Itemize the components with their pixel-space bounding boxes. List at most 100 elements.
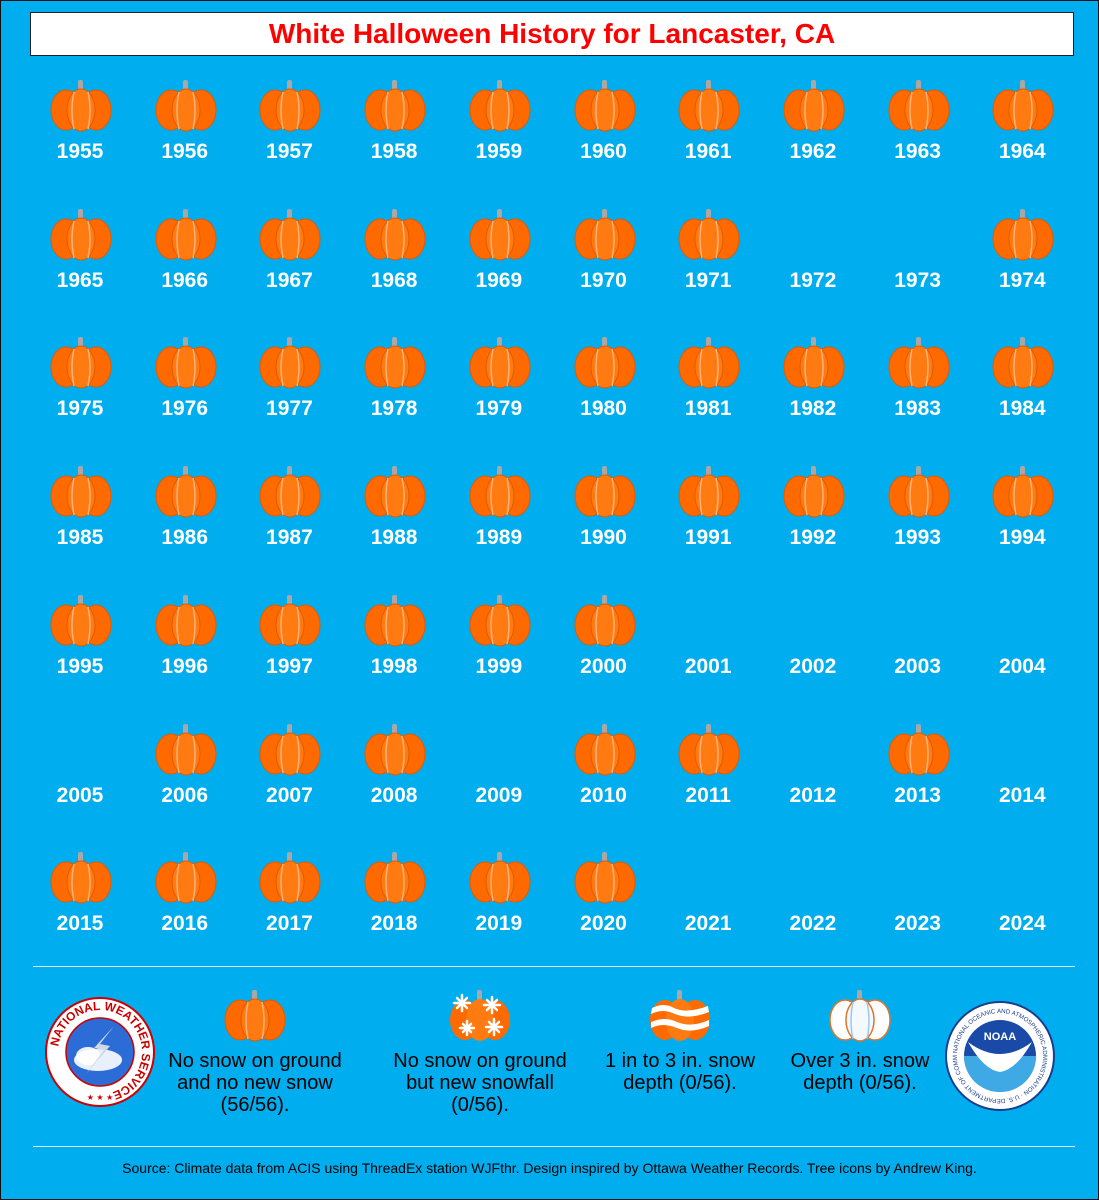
snowflake-pumpkin-icon — [450, 990, 510, 1041]
snow-striped-pumpkin-icon — [650, 990, 710, 1041]
year-label: 1974 — [998, 268, 1046, 292]
year-label: 1961 — [684, 140, 732, 163]
year-label: 1975 — [56, 397, 104, 421]
pumpkin-icon — [50, 594, 112, 647]
year-label: 1957 — [266, 140, 313, 163]
year-cell-1965: 1965 — [27, 205, 133, 334]
year-label: 2011 — [685, 783, 731, 807]
year-label: 1996 — [161, 654, 209, 678]
pumpkin-icon — [783, 466, 845, 518]
year-cell-1980: 1980 — [551, 333, 657, 462]
pumpkin-icon — [574, 852, 635, 904]
year-label: 1956 — [161, 140, 209, 163]
pumpkin-icon — [155, 852, 217, 904]
year-label: 1962 — [789, 140, 837, 163]
year-label: 1987 — [266, 526, 313, 550]
year-cell-1977: 1977 — [236, 333, 342, 462]
pumpkin-icon — [469, 594, 531, 647]
pumpkin-icon — [155, 337, 217, 389]
year-cell-2003: 2003 — [865, 591, 971, 720]
pumpkin-icon — [888, 723, 950, 775]
year-cell-2024: 2024 — [969, 848, 1075, 977]
source-note: Source: Climate data from ACIS using Thr… — [122, 1160, 977, 1176]
pumpkin-icon — [574, 466, 635, 518]
year-label: 1958 — [370, 140, 418, 163]
year-cell-1991: 1991 — [655, 462, 761, 591]
pumpkin-icon — [992, 208, 1054, 261]
year-label: 2009 — [475, 783, 523, 807]
year-cell-1986: 1986 — [132, 462, 238, 591]
year-label: 2024 — [998, 912, 1046, 936]
pumpkin-icon — [888, 466, 950, 518]
year-label: 1989 — [475, 526, 523, 550]
year-cell-1968: 1968 — [341, 205, 447, 334]
svg-text:NOAA: NOAA — [984, 1031, 1016, 1043]
year-label: 1976 — [161, 397, 209, 421]
year-label: 1985 — [56, 526, 104, 550]
pumpkin-icon — [364, 337, 426, 389]
year-label: 1993 — [894, 526, 941, 550]
year-cell-2009: 2009 — [446, 720, 552, 849]
year-label: 1977 — [266, 397, 313, 421]
legend-divider-bottom — [33, 1146, 1075, 1147]
legend-divider-top — [33, 966, 1075, 967]
year-cell-1984: 1984 — [969, 333, 1075, 462]
year-cell-1955: 1955 — [27, 76, 133, 205]
pumpkin-icon — [992, 337, 1054, 389]
year-cell-1979: 1979 — [446, 333, 552, 462]
year-cell-1959: 1959 — [446, 76, 552, 205]
year-cell-2023: 2023 — [865, 848, 971, 977]
year-label: 1970 — [580, 268, 627, 292]
year-label: 2016 — [161, 912, 209, 936]
year-cell-1975: 1975 — [27, 333, 133, 462]
year-cell-2007: 2007 — [236, 720, 342, 849]
year-cell-1971: 1971 — [655, 205, 761, 334]
pumpkin-icon — [364, 852, 426, 904]
year-label: 2021 — [684, 912, 732, 936]
year-cell-1976: 1976 — [132, 333, 238, 462]
year-label: 1998 — [370, 654, 418, 678]
year-label: 1988 — [370, 526, 418, 550]
pumpkin-icon — [50, 466, 112, 518]
year-label: 2003 — [894, 654, 941, 678]
year-cell-1989: 1989 — [446, 462, 552, 591]
year-cell-2021: 2021 — [655, 848, 761, 977]
pumpkin-icon — [678, 337, 740, 389]
year-cell-1963: 1963 — [865, 76, 971, 205]
year-label: 1964 — [998, 140, 1046, 163]
year-cell-2015: 2015 — [27, 848, 133, 977]
pumpkin-icon — [888, 80, 950, 132]
year-label: 2020 — [580, 912, 627, 936]
year-cell-2022: 2022 — [760, 848, 866, 977]
year-cell-2008: 2008 — [341, 720, 447, 849]
year-label: 1959 — [475, 140, 523, 163]
year-cell-2011: 2011 — [655, 720, 761, 849]
year-cell-1962: 1962 — [760, 76, 866, 205]
pumpkin-icon — [574, 80, 635, 132]
year-label: 1972 — [789, 268, 837, 292]
title-box: White Halloween History for Lancaster, C… — [30, 12, 1074, 56]
pumpkin-icon — [155, 723, 217, 775]
legend-over-3-in: Over 3 in. snow depth (0/56). — [780, 990, 940, 1094]
year-label: 2010 — [580, 783, 627, 807]
pumpkin-icon — [259, 594, 321, 647]
year-label: 2007 — [266, 783, 313, 807]
year-label: 2019 — [475, 912, 523, 936]
year-label: 2014 — [998, 783, 1046, 807]
year-cell-1983: 1983 — [865, 333, 971, 462]
year-cell-2014: 2014 — [969, 720, 1075, 849]
year-label: 2002 — [789, 654, 837, 678]
legend-1-3-in: 1 in to 3 in. snow depth (0/56). — [600, 990, 760, 1094]
year-label: 1984 — [998, 397, 1046, 421]
year-label: 2006 — [161, 783, 209, 807]
year-label: 1992 — [789, 526, 837, 550]
year-cell-1973: 1973 — [865, 205, 971, 334]
pumpkin-icon — [155, 466, 217, 518]
legend-label: No snow on ground and no new snow (56/56… — [168, 1050, 342, 1116]
year-cell-1972: 1972 — [760, 205, 866, 334]
year-cell-2020: 2020 — [551, 848, 657, 977]
year-label: 1994 — [998, 526, 1046, 550]
year-label: 2004 — [998, 654, 1046, 678]
legend-new-snowfall: No snow on ground but new snowfall (0/56… — [380, 990, 580, 1116]
pumpkin-icon — [50, 852, 112, 904]
